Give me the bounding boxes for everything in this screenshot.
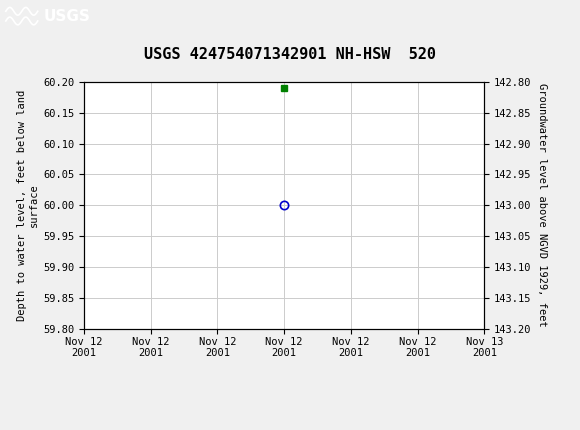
Text: USGS 424754071342901 NH-HSW  520: USGS 424754071342901 NH-HSW 520 [144, 47, 436, 62]
Text: USGS: USGS [44, 9, 90, 24]
Y-axis label: Groundwater level above NGVD 1929, feet: Groundwater level above NGVD 1929, feet [537, 83, 547, 327]
Y-axis label: Depth to water level, feet below land
surface: Depth to water level, feet below land su… [17, 90, 39, 321]
